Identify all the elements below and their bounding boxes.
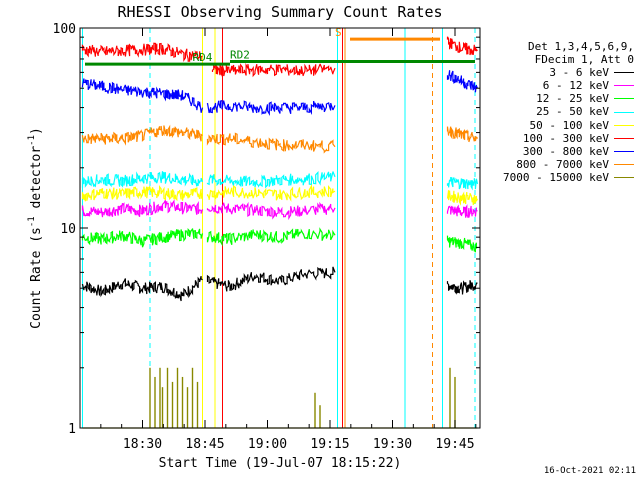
series-7-segment-2 [446, 126, 479, 143]
x-tick-label-2: 19:00 [248, 437, 287, 452]
series-2-segment-2 [446, 235, 478, 253]
legend-swatch-2 [614, 98, 634, 100]
flag-bars: RD4 RD2 S [85, 26, 475, 66]
y-tick-label-2: 100 [53, 22, 76, 37]
plot-area: RD4 RD2 S 18:30 18:45 19:00 19:15 19:30 19:45 1… [53, 22, 481, 452]
legend-label-7: 800 - 7000 keV [516, 157, 609, 171]
legend-label-5: 100 - 300 keV [522, 131, 609, 145]
series-0-segment-0 [81, 275, 203, 302]
legend-label-8: 7000 - 15000 keV [503, 170, 609, 184]
legend-entry-7: 800 - 7000 keV [478, 158, 634, 171]
legend-entry-3: 25 - 50 keV [478, 105, 634, 118]
legend-label-3: 25 - 50 keV [536, 105, 609, 119]
legend-swatch-0 [614, 72, 634, 74]
series-5-segment-1 [211, 62, 336, 78]
series-3-segment-1 [206, 170, 336, 189]
legend: Det 1,3,4,5,6,9, FDecim 1, Att 0 3 - 6 k… [478, 40, 634, 184]
series-2-segment-0 [81, 227, 204, 248]
legend-entry-2: 12 - 25 keV [478, 92, 634, 105]
legend-swatch-1 [614, 85, 634, 87]
flag-label-2: S [335, 26, 342, 39]
x-tick-label-3: 19:15 [310, 437, 349, 452]
series-6-segment-0 [81, 78, 204, 113]
legend-label-1: 6 - 12 keV [542, 79, 609, 93]
y-axis-label-end: ) [29, 127, 44, 135]
vertical-markers [82, 28, 476, 428]
legend-label-6: 300 - 800 keV [522, 144, 609, 158]
legend-label-4: 50 - 100 keV [529, 118, 609, 132]
series-3-segment-2 [446, 177, 479, 191]
series-3-segment-0 [81, 171, 204, 188]
x-axis-label: Start Time (19-Jul-07 18:15:22) [159, 456, 402, 471]
legend-swatch-5 [614, 137, 634, 139]
legend-entry-4: 50 - 100 keV [478, 119, 634, 132]
series-6-segment-2 [446, 70, 479, 93]
y-axis-label-sup2: -1 [27, 135, 37, 146]
high-energy-spikes [149, 367, 456, 428]
y-axis-label-sup1: -1 [27, 216, 37, 227]
legend-entry-8: 7000 - 15000 keV [478, 171, 634, 184]
legend-entries: 3 - 6 keV 6 - 12 keV 12 - 25 keV 25 - 50 ke… [478, 66, 634, 184]
x-tick-label-4: 19:30 [373, 437, 412, 452]
chart-title: RHESSI Observing Summary Count Rates [117, 3, 442, 21]
legend-swatch-4 [614, 124, 634, 126]
series-4-segment-1 [206, 183, 336, 202]
series-2-segment-1 [206, 227, 336, 247]
legend-swatch-7 [614, 163, 634, 165]
plot-frame [79, 27, 481, 429]
series-1-segment-0 [81, 199, 204, 218]
series-1-segment-2 [446, 204, 478, 218]
y-tick-label-0: 1 [68, 422, 76, 437]
x-tick-label-1: 18:45 [185, 437, 224, 452]
legend-label-0: 3 - 6 keV [549, 66, 609, 80]
series-5-segment-0 [81, 42, 203, 62]
series-5-segment-2 [446, 36, 478, 56]
series-7-segment-0 [81, 124, 203, 146]
y-axis-label-mid: detector [29, 146, 44, 217]
legend-header-1: Det 1,3,4,5,6,9, [528, 40, 634, 53]
legend-entry-6: 300 - 800 keV [478, 145, 634, 158]
legend-swatch-8 [614, 176, 634, 178]
footer-timestamp: 16-Oct-2021 02:11 [543, 466, 636, 476]
series-1-segment-1 [206, 201, 336, 221]
y-tick-label-1: 10 [60, 222, 76, 237]
series-group [81, 36, 479, 429]
x-tick-label-5: 19:45 [435, 437, 474, 452]
legend-entry-1: 6 - 12 keV [478, 79, 634, 92]
x-axis-ticks: 18:30 18:45 19:00 19:15 19:30 19:45 [79, 28, 477, 452]
legend-swatch-6 [614, 150, 634, 152]
legend-label-2: 12 - 25 keV [536, 92, 609, 106]
y-axis-ticks: 1 10 100 [53, 22, 480, 437]
legend-header-2: FDecim 1, Att 0 [534, 53, 634, 67]
series-6-segment-1 [206, 99, 336, 117]
flag-label-0: RD4 [193, 51, 213, 64]
flag-label-1: RD2 [230, 48, 250, 61]
y-axis-label-main: Count Rate (s [29, 227, 44, 329]
legend-swatch-3 [614, 111, 634, 113]
legend-entry-5: 100 - 300 keV [478, 132, 634, 145]
series-4-segment-2 [446, 190, 479, 206]
series-0-segment-2 [446, 280, 478, 295]
series-0-segment-1 [206, 266, 336, 292]
y-axis-label: Count Rate (s-1 detector-1) [27, 127, 44, 329]
legend-entry-0: 3 - 6 keV [478, 66, 634, 79]
series-7-segment-1 [206, 132, 336, 154]
x-tick-label-0: 18:30 [123, 437, 162, 452]
series-4-segment-0 [81, 185, 204, 202]
